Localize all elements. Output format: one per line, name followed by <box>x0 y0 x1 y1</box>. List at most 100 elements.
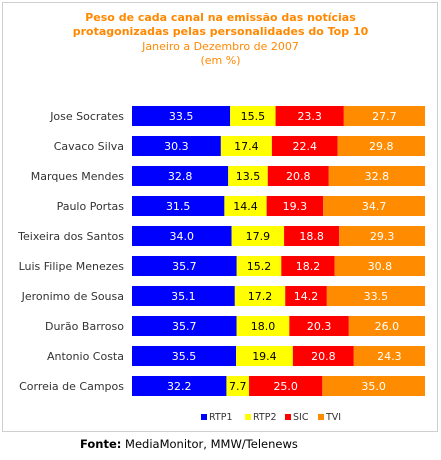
category-label: Jose Socrates <box>49 110 124 123</box>
source-note: Fonte: MediaMonitor, MMW/Telenews <box>80 437 298 451</box>
bar-segment-rtp1 <box>132 256 237 276</box>
bar-segment-sic <box>289 316 349 336</box>
category-label: Cavaco Silva <box>54 140 124 153</box>
bar-segment-rtp2 <box>231 226 285 246</box>
bar-segment-tvi <box>334 256 425 276</box>
data-label-sic: 14.2 <box>294 290 319 303</box>
data-label-sic: 20.3 <box>307 320 332 333</box>
bar-segment-rtp1 <box>132 316 237 336</box>
data-label-tvi: 35.0 <box>361 380 386 393</box>
bar-segment-sic <box>275 106 344 126</box>
data-label-sic: 18.8 <box>299 230 324 243</box>
bar-segment-tvi <box>337 136 425 156</box>
bar-segment-sic <box>281 256 335 276</box>
data-label-rtp2: 17.9 <box>246 230 271 243</box>
bar-segment-tvi <box>339 226 425 246</box>
stacked-bar-chart: Jose Socrates 33.5 15.5 23.3 27.7 Cavaco Silv… <box>17 106 426 423</box>
bar-segment-sic <box>267 166 329 186</box>
category-label: Jeronimo de Sousa <box>21 290 124 303</box>
category-label: Correia de Campos <box>19 380 124 393</box>
bar-segment-rtp2 <box>234 286 286 306</box>
data-label-rtp2: 15.5 <box>241 110 266 123</box>
bar-segment-rtp2 <box>224 196 267 216</box>
data-label-rtp1: 32.8 <box>168 170 193 183</box>
bar-segment-tvi <box>322 376 425 396</box>
data-label-sic: 23.3 <box>297 110 322 123</box>
data-label-rtp1: 35.7 <box>172 320 197 333</box>
bar-segment-rtp1 <box>132 346 237 366</box>
legend-swatch-tvi <box>318 414 324 420</box>
bar-segment-rtp2 <box>236 256 282 276</box>
bar-segment-tvi <box>326 286 426 306</box>
data-label-sic: 18.2 <box>296 260 321 273</box>
source-text: MediaMonitor, MMW/Telenews <box>125 437 298 451</box>
data-label-rtp1: 35.1 <box>171 290 196 303</box>
bar-segment-tvi <box>353 346 425 366</box>
data-label-rtp2: 17.4 <box>234 140 259 153</box>
data-label-rtp2: 18.0 <box>251 320 276 333</box>
legend-label-rtp1: RTP1 <box>209 412 233 423</box>
category-label: Antonio Costa <box>47 350 124 363</box>
chart-subtitle-unit: (em %) <box>200 54 241 67</box>
legend-swatch-rtp2 <box>245 414 251 420</box>
data-label-tvi: 29.8 <box>369 140 394 153</box>
data-label-tvi: 26.0 <box>375 320 400 333</box>
data-label-sic: 22.4 <box>293 140 318 153</box>
category-label: Marques Mendes <box>31 170 124 183</box>
bar-segment-rtp2 <box>226 376 250 396</box>
chart-title-line-2: protagonizadas pelas personalidades do T… <box>72 25 369 38</box>
data-label-sic: 19.3 <box>283 200 308 213</box>
data-label-rtp1: 34.0 <box>170 230 195 243</box>
data-label-sic: 20.8 <box>286 170 311 183</box>
bar-segment-tvi <box>323 196 425 216</box>
bar-segment-sic <box>266 196 324 216</box>
bar-segment-sic <box>271 136 338 156</box>
data-label-rtp1: 30.3 <box>164 140 189 153</box>
data-label-tvi: 33.5 <box>364 290 389 303</box>
data-label-rtp2: 13.5 <box>236 170 261 183</box>
bar-segment-rtp1 <box>132 376 227 396</box>
bar-segment-rtp1 <box>132 106 231 126</box>
data-label-rtp2: 15.2 <box>247 260 272 273</box>
bar-segment-rtp1 <box>132 136 221 156</box>
data-label-tvi: 32.8 <box>365 170 390 183</box>
bar-segment-rtp1 <box>132 226 232 246</box>
data-label-sic: 25.0 <box>273 380 298 393</box>
bar-segment-rtp1 <box>132 286 235 306</box>
bar-segment-sic <box>292 346 354 366</box>
category-label: Luis Filipe Menezes <box>19 260 125 273</box>
chart-title-line-1: Peso de cada canal na emissão das notíci… <box>85 11 356 24</box>
legend-swatch-sic <box>285 414 291 420</box>
data-label-tvi: 34.7 <box>362 200 387 213</box>
category-label: Durão Barroso <box>45 320 124 333</box>
data-label-rtp1: 32.2 <box>167 380 192 393</box>
category-label: Paulo Portas <box>57 200 125 213</box>
data-label-tvi: 24.3 <box>377 350 402 363</box>
data-label-tvi: 29.3 <box>370 230 395 243</box>
bar-segment-rtp1 <box>132 196 225 216</box>
bar-segment-rtp2 <box>220 136 272 156</box>
data-label-rtp1: 35.7 <box>172 260 197 273</box>
data-label-rtp1: 31.5 <box>166 200 191 213</box>
data-label-sic: 20.8 <box>311 350 336 363</box>
legend-label-tvi: TVI <box>325 412 341 423</box>
bar-segment-tvi <box>343 106 425 126</box>
data-label-tvi: 27.7 <box>372 110 397 123</box>
data-label-rtp1: 35.5 <box>172 350 197 363</box>
bar-segment-tvi <box>328 166 425 186</box>
bar-segment-rtp2 <box>236 316 290 336</box>
data-label-rtp2: 19.4 <box>252 350 277 363</box>
data-label-rtp1: 33.5 <box>169 110 194 123</box>
bar-segment-rtp2 <box>230 106 276 126</box>
bar-segment-sic <box>285 286 327 306</box>
bar-segment-tvi <box>348 316 425 336</box>
data-label-tvi: 30.8 <box>368 260 393 273</box>
data-label-rtp2: 7.7 <box>229 380 247 393</box>
legend-label-rtp2: RTP2 <box>253 412 277 423</box>
bar-segment-sic <box>249 376 323 396</box>
bar-segment-rtp2 <box>228 166 268 186</box>
bar-segment-rtp2 <box>236 346 293 366</box>
bar-segment-rtp1 <box>132 166 229 186</box>
source-label: Fonte: <box>80 437 122 451</box>
bar-segment-sic <box>284 226 340 246</box>
